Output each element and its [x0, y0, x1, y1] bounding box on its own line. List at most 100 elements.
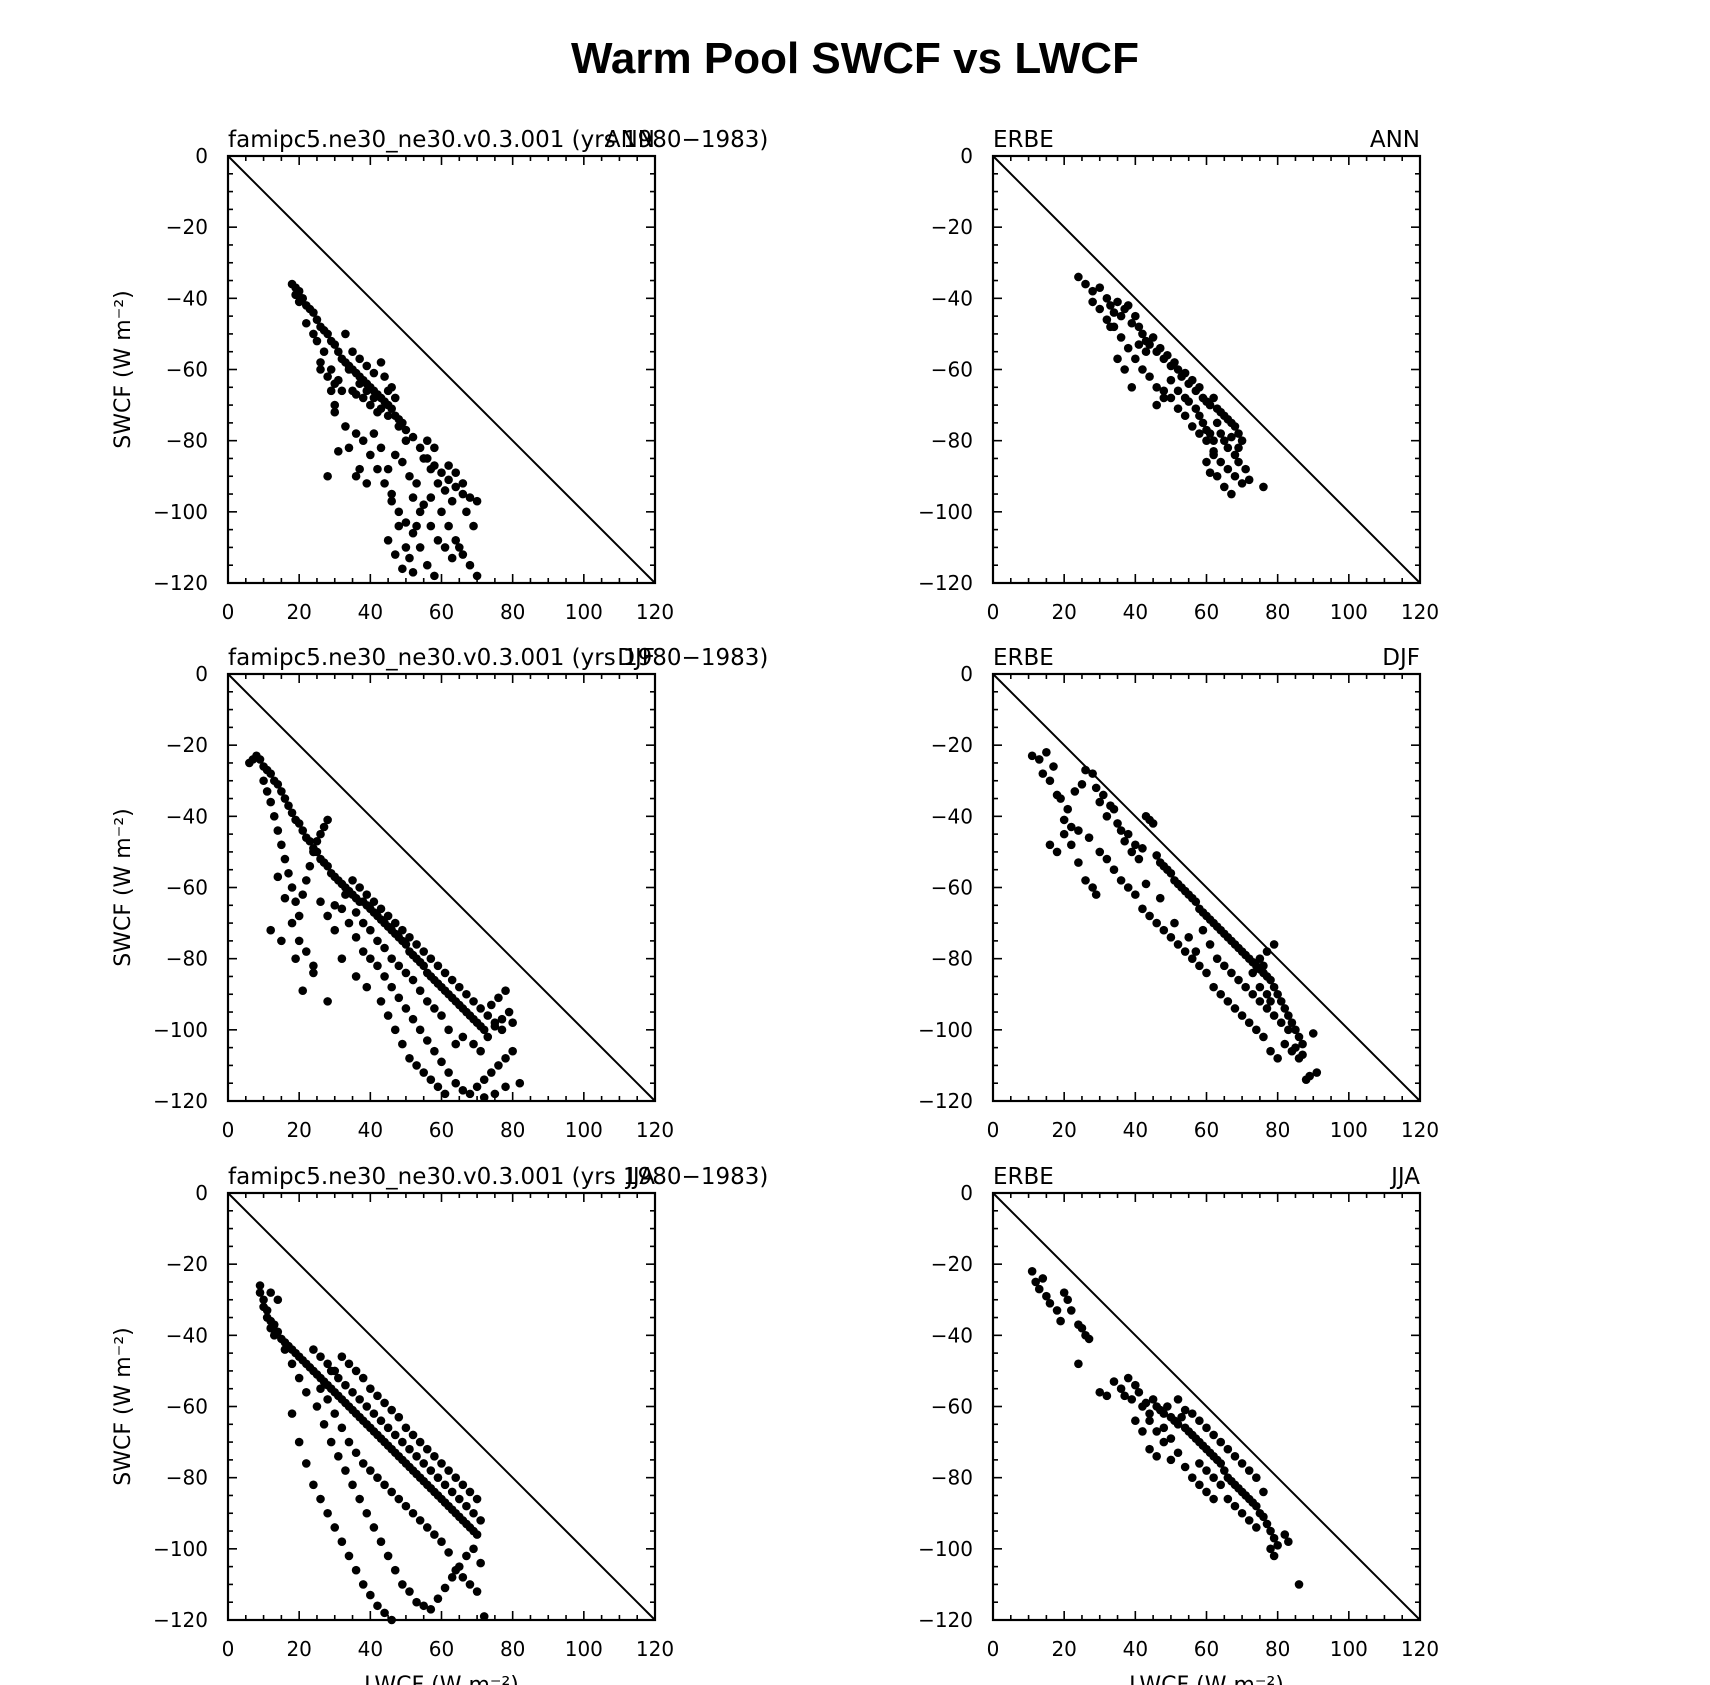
x-tick-label: 120: [1401, 1118, 1439, 1142]
data-point: [476, 1558, 485, 1568]
data-point: [1173, 1395, 1183, 1404]
data-point: [1202, 436, 1211, 445]
data-point: [1244, 475, 1254, 485]
x-tick-label: 40: [1123, 600, 1148, 624]
y-tick-label: −20: [166, 733, 208, 757]
data-point: [1216, 457, 1226, 467]
data-point: [1141, 879, 1151, 889]
data-point: [422, 997, 432, 1006]
data-point: [1155, 893, 1165, 903]
data-point: [344, 443, 354, 453]
y-tick-label: −40: [931, 1323, 973, 1347]
data-point: [387, 489, 396, 499]
data-point: [440, 1480, 450, 1490]
data-point: [440, 968, 450, 978]
data-point: [401, 1501, 411, 1511]
y-tick-label: −80: [166, 1466, 208, 1490]
data-point: [1252, 1501, 1261, 1511]
data-point: [277, 840, 286, 850]
data-point: [316, 1384, 325, 1394]
data-point: [1280, 1039, 1290, 1049]
data-point: [1219, 436, 1229, 445]
data-point: [458, 479, 468, 488]
data-point: [351, 933, 361, 942]
data-point: [344, 1551, 354, 1561]
data-point: [1052, 1306, 1062, 1315]
data-point: [401, 543, 411, 552]
data-point: [266, 1288, 276, 1297]
data-point: [358, 1459, 368, 1468]
x-tick-label: 20: [1051, 1637, 1076, 1661]
data-point: [1248, 968, 1258, 978]
data-point: [1269, 1011, 1279, 1020]
data-point: [262, 787, 272, 796]
data-point: [1166, 933, 1176, 942]
data-point: [323, 1395, 332, 1404]
data-point: [1173, 940, 1183, 949]
data-point: [422, 1444, 432, 1454]
data-point: [1155, 343, 1165, 353]
data-point: [1063, 1295, 1073, 1305]
data-point: [447, 1487, 457, 1497]
data-point: [1074, 826, 1083, 835]
data-point: [1095, 847, 1105, 857]
data-point: [1173, 1448, 1183, 1458]
data-point: [1191, 404, 1201, 413]
data-point: [1219, 961, 1229, 971]
data-point: [334, 347, 343, 357]
data-point: [1230, 1004, 1240, 1013]
data-point: [419, 1601, 429, 1611]
data-point: [412, 1061, 421, 1070]
data-point: [1152, 1427, 1161, 1436]
data-point: [337, 904, 347, 914]
data-point: [501, 1054, 510, 1063]
data-point: [323, 372, 332, 381]
data-point: [504, 1007, 514, 1017]
data-point: [1223, 997, 1233, 1006]
data-point: [1312, 1068, 1322, 1077]
data-point: [1209, 1494, 1218, 1504]
data-point: [1294, 1580, 1304, 1589]
data-point: [1145, 1409, 1154, 1418]
data-point: [1237, 479, 1247, 488]
data-point: [412, 1597, 421, 1607]
data-point: [373, 936, 382, 946]
data-point: [1095, 1387, 1105, 1397]
data-point: [1205, 940, 1215, 949]
data-point: [301, 947, 311, 956]
data-point: [1219, 482, 1229, 492]
data-point: [426, 493, 436, 502]
data-point: [376, 358, 386, 367]
data-point: [1088, 286, 1097, 296]
data-point: [369, 393, 379, 403]
data-point: [1223, 1444, 1233, 1454]
data-point: [1091, 783, 1101, 793]
data-point: [1209, 1473, 1218, 1482]
data-point: [1106, 301, 1115, 310]
data-point: [309, 308, 318, 317]
data-point: [437, 1459, 446, 1468]
x-tick-label: 80: [500, 1637, 525, 1661]
data-point: [490, 1089, 500, 1099]
data-point: [1262, 1519, 1272, 1529]
data-point: [458, 489, 468, 499]
data-point: [1180, 411, 1190, 421]
data-point: [380, 1608, 389, 1618]
data-point: [277, 936, 286, 946]
data-point: [1259, 1487, 1268, 1497]
data-point: [380, 372, 389, 381]
data-point: [1166, 868, 1176, 878]
data-point: [284, 868, 293, 878]
data-point: [1262, 947, 1272, 956]
data-point: [1255, 982, 1265, 992]
data-point: [269, 812, 279, 821]
panel-left-label: famipc5.ne30_ne30.v0.3.001 (yrs 1980−198…: [228, 1164, 768, 1190]
x-tick-label: 60: [1194, 600, 1219, 624]
x-tick-label: 20: [1051, 600, 1076, 624]
data-point: [1131, 1380, 1140, 1390]
data-point: [362, 890, 372, 899]
data-point: [390, 1430, 400, 1440]
data-point: [401, 518, 411, 527]
panel-season-label: ANN: [605, 127, 655, 153]
data-point: [1230, 450, 1240, 460]
